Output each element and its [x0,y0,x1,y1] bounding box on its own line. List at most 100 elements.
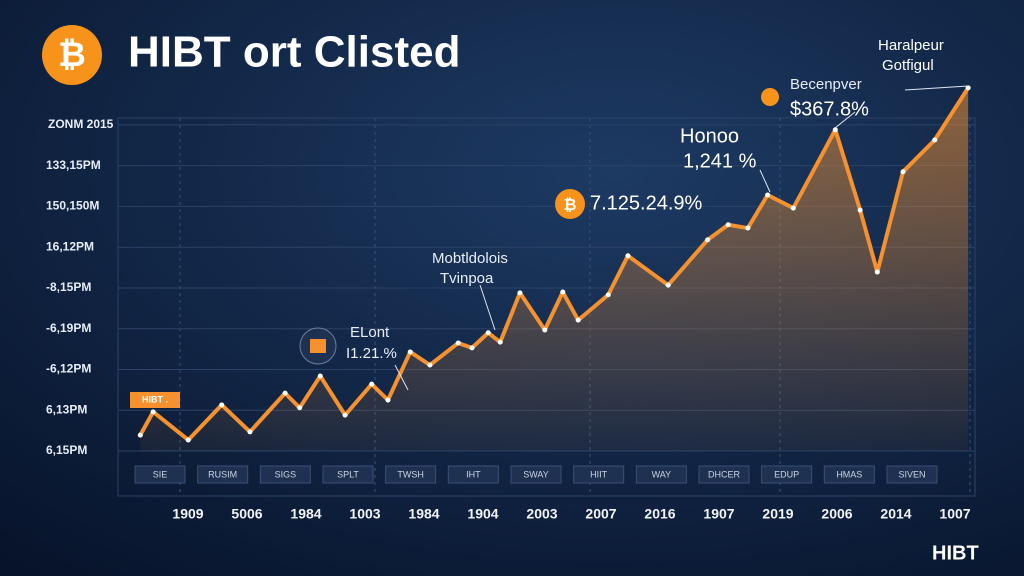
annotation: Tvinpoa [440,270,494,287]
x-tick-label: 2007 [585,506,616,522]
point [705,237,711,243]
point [137,432,143,438]
x-tick-label: 1984 [408,506,439,522]
annotation: I1.21.% [346,345,397,362]
point [185,437,191,443]
annotation: ELont [350,324,390,341]
box-label: SIGS [275,469,297,479]
point [665,282,671,288]
point [497,339,503,345]
point [517,290,523,296]
x-tick-label: 2003 [526,506,557,522]
label-box [447,465,499,484]
annotation: Haralpeur [878,37,944,54]
chart-title: HIBT ort Clisted [128,28,460,77]
y-tick-label: 6,13PM [46,402,87,416]
label-box [573,465,625,484]
point [385,397,391,403]
box-label: HMAS [836,469,862,479]
annotation: Gotfigul [882,57,934,74]
leader-lines [394,85,969,391]
point [342,412,348,418]
annotation: 1,241 % [683,150,757,172]
x-tick-label: 1909 [172,506,203,522]
box-label: TWSH [397,469,424,479]
bitcoin-symbol: ₿ [563,196,576,214]
point [219,402,225,408]
point [469,345,475,351]
bitcoin-symbol: ₿ [58,36,86,74]
label-box [385,465,437,484]
plot-frame [117,117,976,497]
point [485,330,491,336]
point [790,205,796,211]
logo: HIBT [932,542,979,564]
box-label: DHCER [708,469,741,479]
point [605,292,611,298]
label-box [510,465,562,484]
label-box [823,465,875,484]
x-tick-label: 2019 [762,506,793,522]
box-label: SIE [153,469,168,479]
point [765,192,771,198]
y-tick-label: -6,12PM [46,362,91,376]
point [455,340,461,346]
label-box [698,465,750,484]
label-box [635,465,687,484]
annotation: Mobtldolois [432,250,508,267]
point [625,253,631,259]
tag-box [130,392,180,408]
coin-icon [555,189,585,219]
x-tick-label: 2014 [880,506,911,522]
annotation: Honoo [680,125,739,147]
box-label: EDUP [774,469,799,479]
point [857,207,863,213]
y-tick-label: 16,12PM [46,239,94,253]
x-tick-label: 1984 [290,506,321,522]
bitcoin-logo [42,25,102,85]
point [560,289,566,295]
point [725,222,731,228]
y-tick-label: 150,150M [46,199,99,213]
point [874,269,880,275]
y-tick-label: 133,15PM [46,158,101,172]
x-tick-label: 2006 [821,506,852,522]
annotation: Becenpver [790,76,862,93]
point [575,317,581,323]
coin-inner [310,339,326,353]
box-label: HIIT [590,469,608,479]
annotation: $367.8% [790,98,869,120]
box-label: SPLT [337,469,359,479]
coin-icon [761,88,779,106]
label-box [322,465,374,484]
y-tick-label: 6,15PM [46,443,87,457]
point [317,373,323,379]
label-box [259,465,311,484]
x-tick-label: 1907 [703,506,734,522]
point [832,127,838,133]
x-tick-label: 1003 [349,506,380,522]
box-label: RUSIM [208,469,237,479]
point [369,381,375,387]
point [407,349,413,355]
tag: HIBT . [142,394,168,404]
point [297,405,303,411]
label-box [134,465,186,484]
y-tick-label: ZONM 2015 [48,117,114,131]
point [150,409,156,415]
point [542,327,548,333]
x-tick-label: 1904 [467,506,498,522]
y-tick-label: -8,15PM [46,280,91,294]
point [932,137,938,143]
x-tick-label: 2016 [644,506,675,522]
area [140,87,969,452]
y-tick-label: -6,19PM [46,321,91,335]
box-label: IHT [466,469,481,479]
box-label: SWAY [523,469,549,479]
box-label: SIVEN [898,469,925,479]
label-box [886,465,938,484]
annotation: 7.125.24.9% [590,192,703,214]
label-box [197,465,249,484]
point [745,225,751,231]
label-box [761,465,813,484]
